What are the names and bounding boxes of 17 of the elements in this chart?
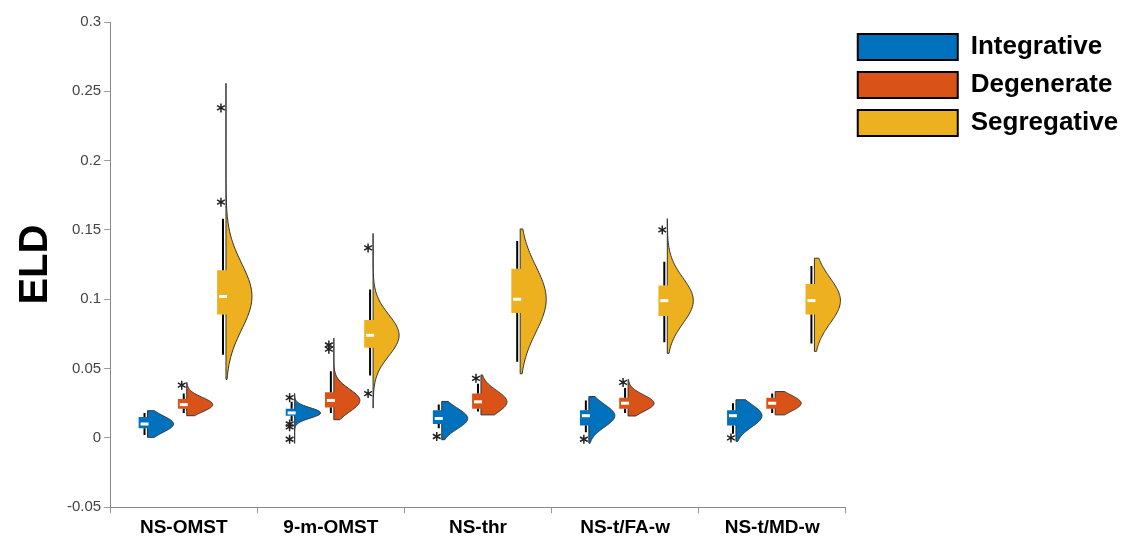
y-tick-label: 0.2 [80,150,102,168]
x-tick-label: NS-thr [448,515,508,537]
x-tick-label: 9-m-OMST [283,515,379,537]
y-axis-title: ELD [11,224,56,305]
legend-label: Integrative [970,30,1103,61]
legend-label: Degenerate [970,68,1113,99]
y-tick-label: -0.05 [66,497,102,515]
y-tick-label: 0 [92,428,102,446]
y-tick-label: 0.15 [71,220,102,238]
x-tick-label: NS-OMST [139,515,228,537]
y-tick-label: 0.1 [80,289,102,307]
y-tick-label: 0.25 [71,81,102,99]
x-tick-label: NS-t/FA-w [580,515,671,537]
y-tick-label: 0.3 [80,12,102,30]
legend-label: Segregative [970,106,1119,137]
y-tick-label: 0.05 [71,358,102,376]
x-tick-label: NS-t/MD-w [724,515,820,537]
